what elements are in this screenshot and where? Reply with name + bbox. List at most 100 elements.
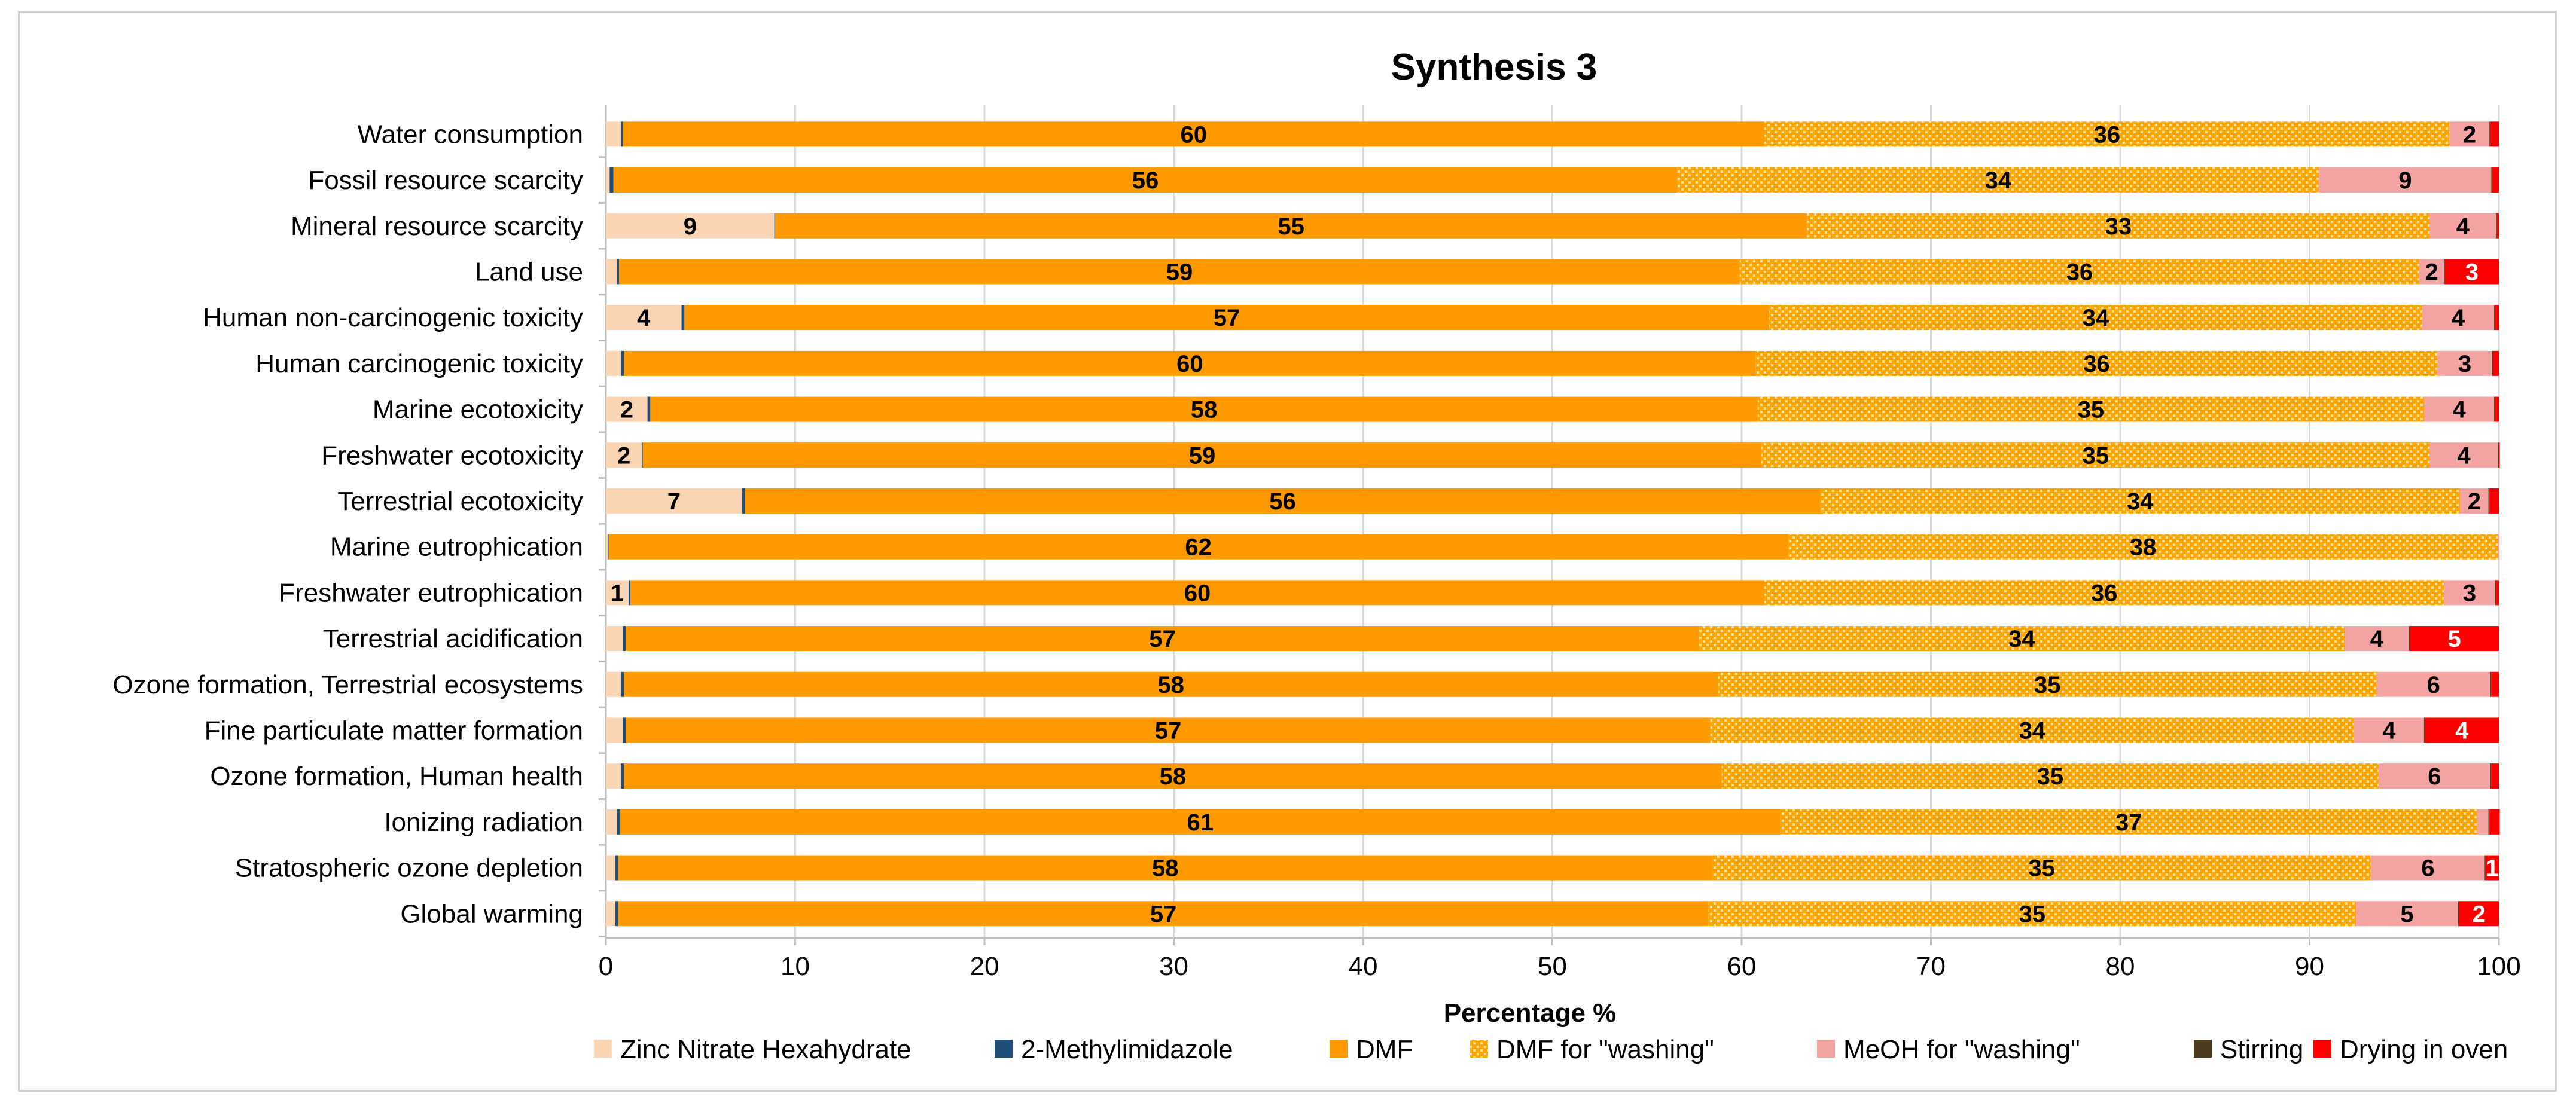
data-label: 2 [620,397,633,423]
x-tick-label: 90 [2295,952,2324,981]
data-label: 3 [2463,580,2476,606]
category-label: Global warming [400,899,583,928]
bar-segment-stirring [2491,167,2492,193]
x-tick-label: 50 [1538,952,1567,981]
data-label: 55 [1278,213,1304,240]
data-label: 4 [2382,717,2396,744]
data-label: 35 [2037,763,2064,790]
bar-segment-2-methylimidazole [774,213,776,239]
bar-segment-dmf-for-washing [1677,167,2319,193]
bar-segment-stirring [2496,213,2497,239]
bar-segment-dmf-for-washing [1710,717,2354,743]
bar-segment-dmf [650,396,1758,422]
bar-segment-dmf [623,121,1764,147]
data-label: 35 [2083,442,2109,469]
bar-segment-dmf [619,259,1740,285]
legend-label-dmf: DMF [1356,1035,1413,1064]
category-label: Ionizing radiation [384,808,583,837]
bar-segment-zinc-nitrate-hexahydrate [606,626,623,652]
data-label: 58 [1158,672,1185,698]
bar-segment-drying-in-oven [2491,763,2499,789]
data-label: 38 [2130,534,2157,561]
data-label: 57 [1150,901,1177,927]
data-label: 58 [1152,856,1179,882]
bar-segment-meoh-for-washing [2371,855,2485,881]
bar-segment-dmf-for-washing [1764,580,2444,606]
bar-segment-dmf-for-washing [1757,396,2424,422]
data-label: 7 [667,488,681,515]
legend-label-zinc-nitrate-hexahydrate: Zinc Nitrate Hexahydrate [620,1035,911,1064]
x-tick-label: 40 [1349,952,1378,981]
data-label: 35 [2078,397,2105,423]
data-label: 3 [2465,259,2479,285]
bar-segment-dmf [624,763,1722,789]
bar-segment-zinc-nitrate-hexahydrate [606,809,617,835]
bar-segment-drying-in-oven [2459,901,2499,927]
bar-segment-drying-in-oven [2490,121,2499,147]
bar-segment-stirring [2458,901,2459,927]
data-label: 37 [2115,809,2142,836]
data-label: 1 [611,580,624,606]
category-label: Human non-carcinogenic toxicity [203,303,583,332]
x-tick-label: 0 [599,952,613,981]
data-label: 59 [1166,259,1193,285]
bar-segment-meoh-for-washing [2356,901,2458,927]
bar-segment-zinc-nitrate-hexahydrate [606,671,621,697]
bar-segment-stirring [2423,717,2425,743]
bar-segment-2-methylimidazole [608,534,609,560]
data-label: 58 [1191,397,1218,423]
bar-segment-zinc-nitrate-hexahydrate [606,763,621,789]
bar-segment-meoh-for-washing [2429,213,2496,239]
x-tick-label: 100 [2477,952,2520,981]
bar-segment-drying-in-oven [2444,259,2499,285]
bar-segment-zinc-nitrate-hexahydrate [606,580,629,606]
legend-swatch-zinc-nitrate-hexahydrate [594,1040,612,1058]
bar-segment-stirring [2444,259,2445,285]
bar-segment-drying-in-oven [2492,167,2499,193]
bar-segment-dmf [642,442,1762,468]
bar-segment-dmf [608,534,1788,560]
data-label: 5 [2400,901,2413,927]
data-label: 36 [2083,351,2110,377]
bar-segment-meoh-for-washing [2437,350,2492,376]
x-tick-label: 60 [1727,952,1757,981]
x-tick-label: 70 [1916,952,1946,981]
bar-segment-dmf-for-washing [1769,305,2422,331]
category-label: Marine ecotoxicity [373,395,583,424]
category-label: Fossil resource scarcity [308,166,583,195]
bar-segment-drying-in-oven [2489,488,2499,514]
bar-segment-2-methylimidazole [742,488,745,514]
bar-segment-stirring [2492,350,2493,376]
bar-segment-zinc-nitrate-hexahydrate [606,167,610,193]
bar-segment-meoh-for-washing [2376,671,2490,697]
data-label: 1 [2486,856,2499,882]
bar-segment-dmf [775,213,1807,239]
bar-segment-meoh-for-washing [2319,167,2492,193]
data-label: 57 [1214,305,1240,331]
x-tick-labels: 0 10 20 30 40 50 60 70 80 90 100 [599,952,2521,981]
data-label: 9 [2398,167,2412,194]
x-tick-label: 30 [1159,952,1188,981]
bar-segment-2-methylimidazole [642,442,643,468]
bar-segment-2-methylimidazole [615,855,618,881]
data-label: 6 [2428,763,2441,790]
data-label: 56 [1132,167,1159,194]
data-label: 35 [2034,672,2061,698]
category-label: Freshwater eutrophication [279,578,583,607]
category-label: Water consumption [358,120,583,149]
bar-segment-dmf [626,626,1699,652]
grid-layer [599,105,2500,945]
bar-segment-dmf [613,167,1678,193]
data-label: 61 [1187,809,1214,836]
bar-segment-2-methylimidazole [621,671,624,697]
data-label: 36 [2066,259,2093,285]
legend-swatch-drying-in-oven [2313,1040,2331,1058]
bar-segment-zinc-nitrate-hexahydrate [606,901,615,927]
data-label: 3 [2458,351,2471,377]
x-axis-label: Percentage % [1444,998,1617,1028]
bar-segment-stirring [2490,763,2492,789]
bar-segment-2-methylimidazole [621,763,624,789]
data-label: 4 [2455,717,2469,744]
data-label: 60 [1184,580,1211,606]
legend-label-2-methylimidazole: 2-Methylimidazole [1021,1035,1233,1064]
